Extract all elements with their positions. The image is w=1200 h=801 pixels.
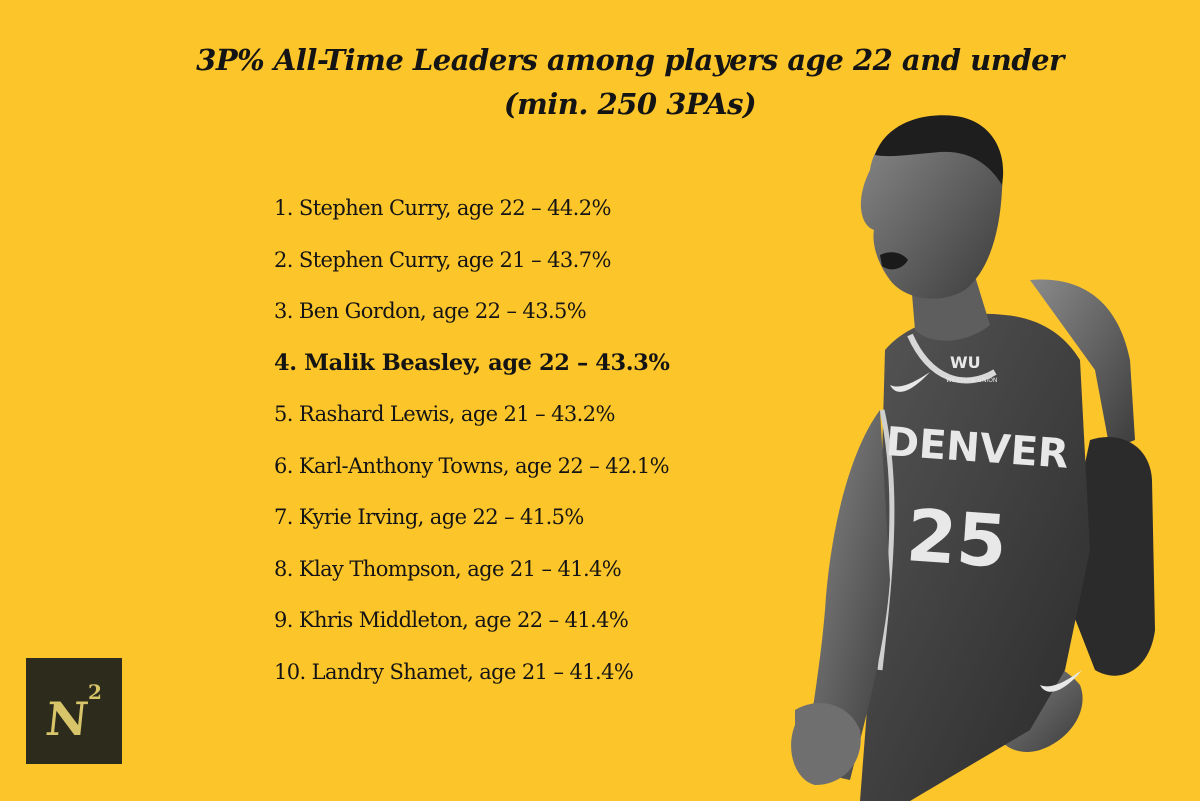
swoosh-icon — [890, 372, 930, 392]
logo-letter: N — [43, 692, 91, 746]
leaders-list: 1. Stephen Curry, age 22 – 44.2% 2. Step… — [274, 188, 670, 703]
page-title: 3P% All-Time Leaders among players age 2… — [140, 38, 1120, 126]
player-shoulder — [1030, 279, 1135, 450]
list-item: 1. Stephen Curry, age 22 – 44.2% — [274, 196, 611, 220]
jersey-sponsor-sub: WESTERN UNION — [946, 377, 997, 384]
list-item: 5. Rashard Lewis, age 21 – 43.2% — [274, 402, 615, 426]
list-item: 8. Klay Thompson, age 21 – 41.4% — [274, 556, 622, 581]
list-item: 7. Kyrie Irving, age 22 – 41.5% — [274, 505, 584, 529]
list-item-highlighted: 4. Malik Beasley, age 22 – 43.3% — [274, 349, 670, 376]
list-item: 6. Karl-Anthony Towns, age 22 – 42.1% — [274, 453, 670, 478]
jersey-number: 25 — [904, 493, 1010, 584]
list-item: 9. Khris Middleton, age 22 – 41.4% — [274, 608, 629, 632]
player-arm-left — [805, 410, 890, 780]
title-line-1: 3P% All-Time Leaders among players age 2… — [196, 43, 1064, 77]
swoosh-icon — [1040, 670, 1082, 692]
player-jersey — [860, 313, 1090, 801]
player-photo: DENVER 25 WU WESTERN UNION — [791, 115, 1155, 801]
list-item: 10. Landry Shamet, age 21 – 41.4% — [274, 659, 634, 684]
title-line-2: (min. 250 3PAs) — [503, 87, 757, 121]
player-hair — [875, 115, 1004, 185]
jersey-sponsor: WU — [950, 353, 981, 372]
logo-superscript: 2 — [88, 680, 102, 704]
brand-logo: N 2 — [26, 658, 122, 764]
list-item: 3. Ben Gordon, age 22 – 43.5% — [274, 299, 587, 323]
player-fist-left — [791, 702, 861, 785]
list-item: 2. Stephen Curry, age 21 – 43.7% — [274, 247, 611, 272]
